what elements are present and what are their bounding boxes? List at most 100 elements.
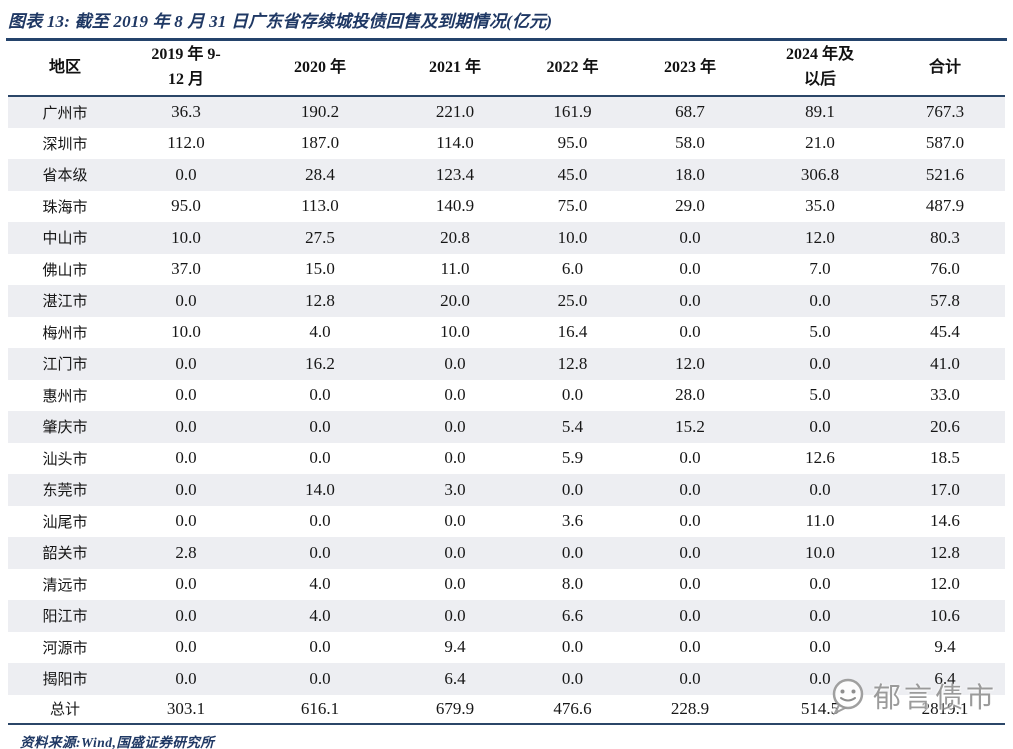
region-cell: 珠海市 <box>42 199 88 216</box>
value-cell: 29.0 <box>675 196 705 216</box>
region-cell: 肇庆市 <box>42 420 88 437</box>
column-header: 2022 年 <box>546 58 599 76</box>
region-cell: 江门市 <box>42 357 88 374</box>
region-cell: 惠州市 <box>42 388 88 405</box>
title-divider <box>6 38 1007 41</box>
value-cell: 6.4 <box>444 668 466 688</box>
value-cell: 10.6 <box>930 605 960 625</box>
value-cell: 112.0 <box>167 133 205 153</box>
value-cell: 12.8 <box>930 542 960 562</box>
value-cell: 0.0 <box>679 259 701 279</box>
value-cell: 75.0 <box>557 196 588 216</box>
value-cell: 0.0 <box>679 511 701 531</box>
value-cell: 0.0 <box>679 605 701 625</box>
value-cell: 0.0 <box>809 290 831 310</box>
value-cell: 0.0 <box>175 511 197 531</box>
value-cell: 20.6 <box>930 416 960 436</box>
value-cell: 0.0 <box>679 227 701 247</box>
value-cell: 76.0 <box>930 259 960 279</box>
value-cell: 10.0 <box>805 542 835 562</box>
table-row: 惠州市 0.0 0.0 0.0 0.0 28.0 5.0 33.0 <box>8 380 1005 412</box>
table-row: 中山市 10.0 27.5 20.8 10.0 0.0 12.0 80.3 <box>8 222 1005 254</box>
value-cell: 12.0 <box>675 353 705 373</box>
value-cell: 33.0 <box>930 385 960 405</box>
value-cell: 113.0 <box>301 196 339 216</box>
value-cell: 0.0 <box>309 542 331 562</box>
value-cell: 6.6 <box>561 605 584 625</box>
value-cell: 3.0 <box>444 479 466 499</box>
value-cell: 28.0 <box>675 385 705 405</box>
table-row: 江门市 0.0 16.2 0.0 12.8 12.0 0.0 41.0 <box>8 348 1005 380</box>
region-cell: 揭阳市 <box>42 672 88 689</box>
region-cell: 佛山市 <box>42 262 88 279</box>
value-cell: 14.6 <box>930 511 960 531</box>
value-cell: 58.0 <box>675 133 705 153</box>
value-cell: 0.0 <box>444 542 466 562</box>
region-cell: 梅州市 <box>42 325 88 342</box>
value-cell: 18.0 <box>675 164 705 184</box>
table-row: 广州市 36.3 190.2 221.0 161.9 68.7 89.1 767.3 <box>8 96 1005 128</box>
value-cell: 228.9 <box>670 698 710 718</box>
value-cell: 0.0 <box>679 668 701 688</box>
value-cell: 80.3 <box>930 227 960 247</box>
value-cell: 0.0 <box>809 479 831 499</box>
region-cell: 总计 <box>49 702 80 718</box>
value-cell: 0.0 <box>444 448 466 468</box>
value-cell: 190.2 <box>300 102 340 122</box>
value-cell: 679.9 <box>435 698 475 718</box>
value-cell: 0.0 <box>679 448 701 468</box>
table-row: 深圳市 112.0 187.0 114.0 95.0 58.0 21.0 587.0 <box>8 128 1005 160</box>
value-cell: 123.4 <box>435 164 475 184</box>
region-cell: 阳江市 <box>42 609 88 626</box>
column-header: 2021 年 <box>428 58 481 76</box>
table-row: 佛山市 37.0 15.0 11.0 6.0 0.0 7.0 76.0 <box>8 254 1005 286</box>
value-cell: 0.0 <box>175 574 197 594</box>
value-cell: 0.0 <box>679 322 701 342</box>
table-row: 珠海市 95.0 113.0 140.9 75.0 29.0 35.0 487.9 <box>8 191 1005 223</box>
value-cell: 10.0 <box>171 322 201 342</box>
value-cell: 15.2 <box>675 416 705 436</box>
value-cell: 187.0 <box>300 133 340 153</box>
value-cell: 89.1 <box>805 102 835 122</box>
value-cell: 5.9 <box>561 448 584 468</box>
value-cell: 21.0 <box>805 133 835 153</box>
region-cell: 深圳市 <box>42 136 88 153</box>
value-cell: 0.0 <box>679 479 701 499</box>
column-header: 2024 年及 以后 <box>785 46 854 88</box>
value-cell: 14.0 <box>305 479 335 499</box>
value-cell: 12.6 <box>805 448 835 468</box>
region-cell: 汕尾市 <box>42 514 88 531</box>
value-cell: 0.0 <box>309 637 331 657</box>
value-cell: 2819.1 <box>921 698 969 718</box>
value-cell: 476.6 <box>553 698 592 718</box>
value-cell: 9.4 <box>934 637 956 657</box>
value-cell: 5.0 <box>809 322 831 342</box>
table-row: 湛江市 0.0 12.8 20.0 25.0 0.0 0.0 57.8 <box>8 285 1005 317</box>
table-row: 肇庆市 0.0 0.0 0.0 5.4 15.2 0.0 20.6 <box>8 411 1005 443</box>
total-row: 总计 303.1 616.1 679.9 476.6 228.9 514.5 2819.1 <box>8 694 1005 724</box>
value-cell: 18.5 <box>930 448 960 468</box>
value-cell: 0.0 <box>175 668 197 688</box>
table-row: 东莞市 0.0 14.0 3.0 0.0 0.0 0.0 17.0 <box>8 474 1005 506</box>
value-cell: 5.4 <box>561 416 584 436</box>
value-cell: 27.5 <box>305 227 335 247</box>
value-cell: 0.0 <box>809 668 831 688</box>
bond-maturity-table: 地区 2019 年 9- 12 月 2020 年 2021 年 2022 年 2023 年 2… <box>8 41 1005 725</box>
value-cell: 114.0 <box>436 133 474 153</box>
value-cell: 7.0 <box>809 259 831 279</box>
value-cell: 0.0 <box>309 511 331 531</box>
table-row: 汕头市 0.0 0.0 0.0 5.9 0.0 12.6 18.5 <box>8 443 1005 475</box>
column-header: 2020 年 <box>293 58 346 76</box>
column-header: 地区 <box>48 58 81 76</box>
value-cell: 0.0 <box>175 353 197 373</box>
value-cell: 0.0 <box>679 574 701 594</box>
region-cell: 中山市 <box>42 231 88 248</box>
region-cell: 广州市 <box>42 105 88 122</box>
value-cell: 0.0 <box>679 290 701 310</box>
value-cell: 37.0 <box>171 259 201 279</box>
table-row: 清远市 0.0 4.0 0.0 8.0 0.0 0.0 12.0 <box>8 569 1005 601</box>
value-cell: 95.0 <box>557 133 588 153</box>
value-cell: 4.0 <box>309 574 331 594</box>
value-cell: 10.0 <box>557 227 588 247</box>
value-cell: 8.0 <box>561 574 584 594</box>
